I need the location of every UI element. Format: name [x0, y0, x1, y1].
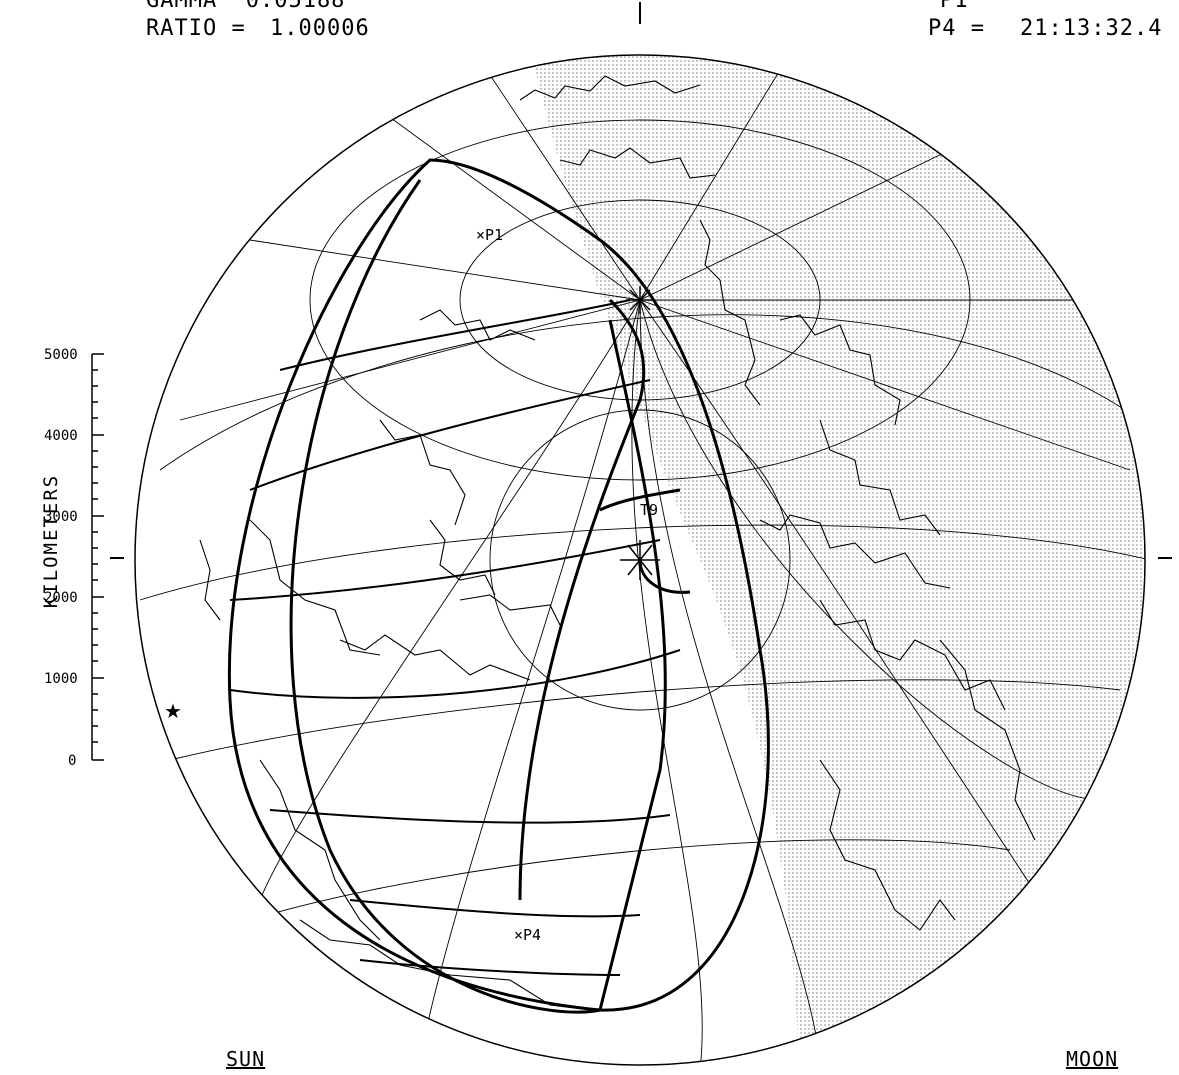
gamma-line: GAMMA 0.05188	[146, 0, 346, 13]
globe-outline	[134, 54, 1146, 1066]
scale-bar	[91, 353, 104, 761]
marker-p1: ×P1	[476, 226, 503, 244]
scale-label-5000: 5000	[44, 347, 78, 363]
globe: ★ ×P1 ×P4 T9	[110, 2, 1172, 1066]
center-star-marks	[620, 286, 660, 580]
scale-label-1000: 1000	[44, 671, 78, 687]
night-region	[520, 55, 1145, 1065]
eclipse-limits	[227, 158, 770, 1014]
sun-star-mark: ★	[164, 699, 182, 723]
marker-t: T9	[640, 501, 658, 519]
scale-bar-labels: 5000 4000 3000 2000 1000 0	[44, 347, 78, 769]
eclipse-bands	[229, 299, 681, 976]
scale-axis-title: KILOMETERS	[40, 473, 63, 609]
scale-label-4000: 4000	[44, 428, 78, 444]
p1-time-partial: P1	[940, 0, 969, 13]
graticule	[139, 59, 1145, 1065]
scale-label-2000: 2000	[44, 590, 78, 606]
p4-label: P4 =	[928, 16, 985, 41]
scale-label-3000: 3000	[44, 509, 78, 525]
marker-p4: ×P4	[514, 926, 541, 944]
sun-caption: SUN	[226, 1047, 266, 1071]
moon-caption: MOON	[1066, 1047, 1119, 1071]
ratio-value: 1.00006	[270, 16, 370, 41]
p4-value: 21:13:32.4	[1020, 16, 1163, 41]
ratio-label: RATIO =	[146, 16, 246, 41]
scale-label-0: 0	[68, 753, 76, 769]
